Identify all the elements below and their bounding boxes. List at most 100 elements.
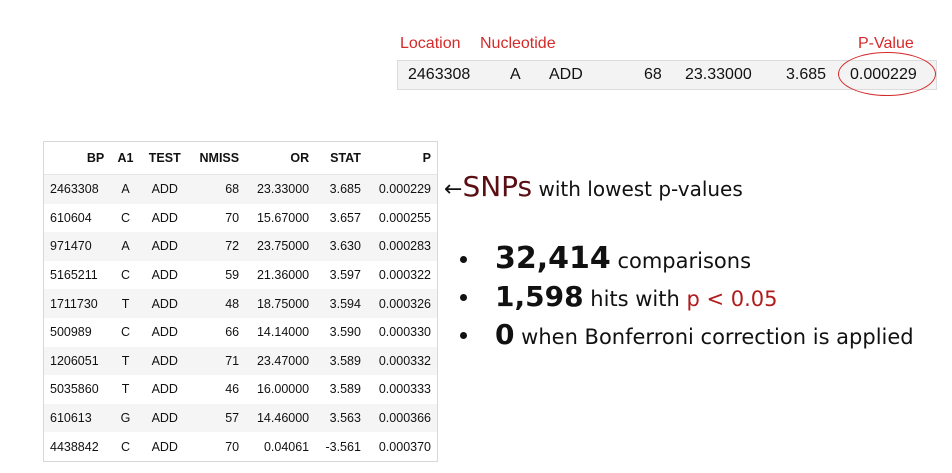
cell-or: 14.46000 [256,411,310,426]
cell-a1: T [121,382,130,397]
cell-a1: C [120,325,131,340]
cell-stat: 3.590 [329,325,361,340]
table-row: 610613 G ADD 57 14.46000 3.563 0.000366 [44,403,437,433]
comparisons-text: comparisons [610,249,752,273]
cell-bp: 500989 [50,325,92,340]
cell-or: 21.36000 [256,268,310,283]
cell-or: 14.14000 [256,325,310,340]
cell-bp: 4438842 [50,439,99,454]
header-nmiss: NMISS [199,151,240,165]
cell-or: 0.04061 [263,439,310,454]
snps-callout: ←SNPs with lowest p-values [444,170,743,203]
list-item: 0 when Bonferroni correction is applied [455,316,914,354]
cell-p: 0.000229 [378,182,431,197]
table-row: 1206051 T ADD 71 23.47000 3.589 0.000332 [44,346,437,376]
header-bp: BP [86,151,105,165]
table-header-row: BP A1 TEST NMISS OR STAT P [44,142,437,175]
hits-text: hits with [583,287,687,311]
cell-bp: 610613 [50,411,92,426]
cell-stat: 3.589 [329,353,361,368]
cell-p: 0.000283 [378,239,431,254]
table-row: 5165211 C ADD 59 21.36000 3.597 0.000322 [44,261,437,290]
cell-bp: 610604 [50,210,92,225]
cell-bp: 5165211 [50,268,98,283]
cell-bp: 2463308 [50,182,99,197]
annotation-labels: Location Nucleotide P-Value [400,35,920,55]
table-row: 971470 A ADD 72 23.75000 3.630 0.000283 [44,232,437,261]
cell-nmiss: 66 [225,325,240,340]
cell-nmiss: 71 [225,353,240,368]
cell-stat: 3.594 [329,296,361,311]
cell-p: 0.000255 [378,210,431,225]
cell-nmiss: 70 [225,210,240,225]
cell-stat: 3.630 [329,239,361,254]
cell-or: 18.75000 [256,296,310,311]
table-row: 500989 C ADD 66 14.14000 3.590 0.000330 [44,318,437,347]
table-row: 4438842 C ADD 70 0.04061 -3.561 0.000370 [44,432,437,461]
left-arrow-icon: ← [444,177,463,202]
header-test: TEST [148,151,181,165]
cell-a1: A [121,182,130,197]
location-label: Location [400,35,461,52]
cell-nmiss: 68 [225,182,240,197]
header-p: P [422,151,431,165]
cell-nmiss: 72 [225,239,240,254]
cell-test: ADD [151,239,178,254]
bonferroni-text: when Bonferroni correction is applied [514,325,914,349]
nucleotide-label: Nucleotide [480,35,556,52]
cell-test: ADD [151,210,178,225]
row-bp: 2463308 [408,66,471,83]
cell-stat: -3.561 [325,439,361,454]
cell-a1: C [120,210,131,225]
bullet-icon [460,332,467,339]
cell-nmiss: 48 [225,296,240,311]
cell-a1: A [121,239,130,254]
table-row: 610604 C ADD 70 15.67000 3.657 0.000255 [44,204,437,233]
cell-test: ADD [151,439,178,454]
cell-stat: 3.563 [329,411,361,426]
cell-p: 0.000330 [378,325,431,340]
cell-test: ADD [151,325,178,340]
header-a1: A1 [117,151,134,165]
header-or: OR [290,151,310,165]
cell-p: 0.000326 [378,296,431,311]
cell-a1: T [121,353,130,368]
cell-p: 0.000322 [378,268,431,283]
cell-test: ADD [151,182,178,197]
cell-p: 0.000370 [378,439,431,454]
cell-a1: C [120,439,131,454]
cell-bp: 971470 [50,239,92,254]
cell-bp: 1206051 [50,353,99,368]
row-stat: 3.685 [786,66,827,83]
snp-results-table: BP A1 TEST NMISS OR STAT P 2463308 A ADD 68… [43,141,438,462]
comparisons-value: 32,414 [495,241,611,276]
cell-a1: T [121,296,130,311]
cell-test: ADD [151,353,178,368]
cell-or: 15.67000 [256,210,310,225]
bonferroni-value: 0 [495,318,515,351]
bullet-icon [460,256,467,263]
cell-nmiss: 59 [225,268,240,283]
cell-nmiss: 46 [225,382,240,397]
cell-test: ADD [151,411,178,426]
cell-stat: 3.589 [329,382,361,397]
cell-or: 16.00000 [256,382,310,397]
cell-a1: C [120,268,131,283]
row-a1: A [510,66,521,83]
table-row: 1711730 T ADD 48 18.75000 3.594 0.000326 [44,289,437,318]
pvalue-highlight-ellipse [838,52,936,96]
results-table: BP A1 TEST NMISS OR STAT P 2463308 A ADD 68… [44,142,437,461]
table-row: 2463308 A ADD 68 23.33000 3.685 0.000229 [44,174,437,204]
list-item: 1,598 hits with p < 0.05 [455,278,914,316]
cell-test: ADD [151,268,178,283]
hits-threshold: p < 0.05 [686,287,778,311]
stats-list: 32,414 comparisons 1,598 hits with p < 0… [455,240,914,354]
cell-or: 23.75000 [256,239,310,254]
row-test: ADD [549,66,583,83]
snps-description: with lowest p-values [532,177,743,201]
snps-word: SNPs [462,170,533,203]
cell-stat: 3.597 [329,268,361,283]
cell-or: 23.47000 [256,353,310,368]
cell-bp: 1711730 [50,296,98,311]
cell-p: 0.000366 [378,411,431,426]
